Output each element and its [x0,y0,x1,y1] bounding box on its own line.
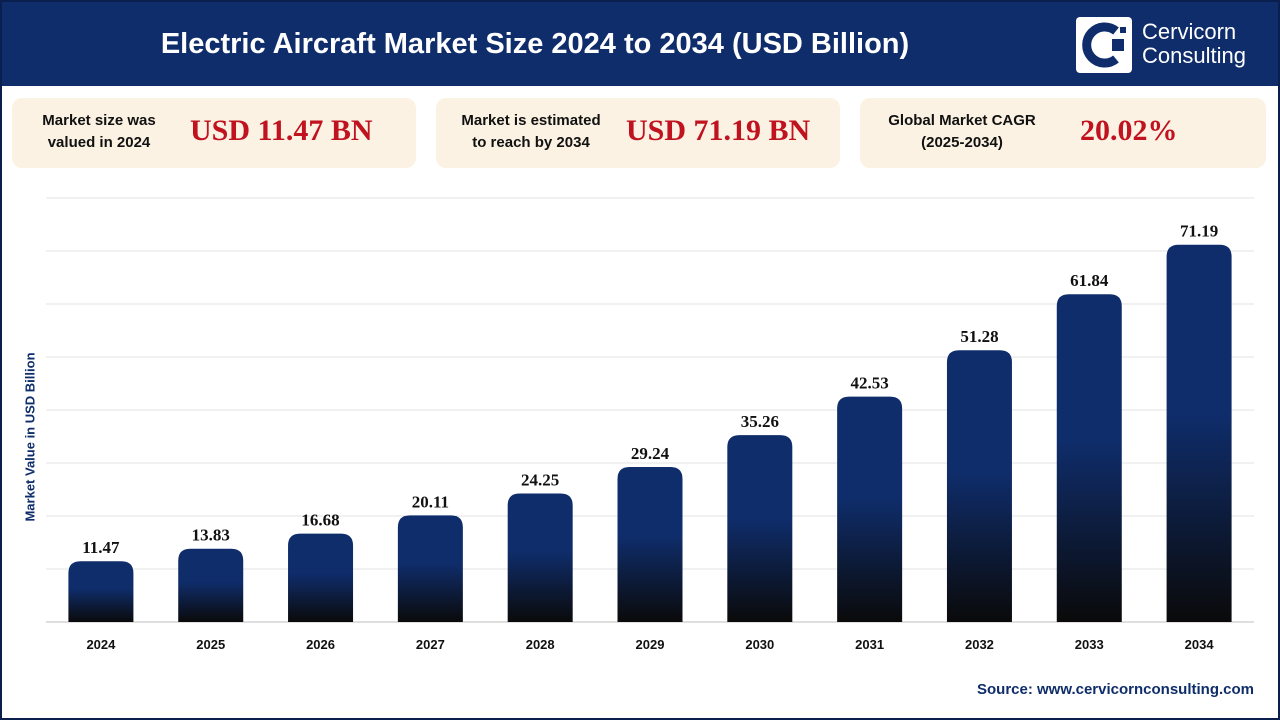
bar-2029 [617,467,683,622]
x-tick-label-2033: 2033 [1075,637,1104,652]
bar-2032 [946,350,1012,622]
bar-2030 [727,435,793,622]
bar-2024 [68,561,134,622]
x-tick-label-2025: 2025 [196,637,225,652]
data-label-2027: 20.11 [412,492,449,511]
x-tick-label-2029: 2029 [636,637,665,652]
source-note: Source: www.cervicornconsulting.com [976,681,1254,698]
x-tick-label-2031: 2031 [855,637,884,652]
bar-2034 [1166,244,1232,622]
x-tick-label-2024: 2024 [86,637,116,652]
data-label-2033: 61.84 [1070,271,1109,290]
x-tick-label-2026: 2026 [306,637,335,652]
stat-card-label-line: Global Market CAGR [888,112,1036,129]
company-logo-icon [1076,17,1132,73]
bar-2031 [837,396,903,622]
data-label-2032: 51.28 [960,327,998,346]
page-title: Electric Aircraft Market Size 2024 to 20… [160,28,910,60]
stat-card-label: Global Market CAGR (2025-2034) [874,110,1050,154]
data-label-2034: 71.19 [1180,222,1218,241]
header-bar: Electric Aircraft Market Size 2024 to 20… [2,2,1278,86]
stat-card-market-size: Market size was valued in 2024 USD 11.47… [12,98,416,168]
bar-2033 [1056,294,1122,622]
company-logo-text: Cervicorn Consulting [1142,20,1246,68]
stat-card-cagr: Global Market CAGR (2025-2034) 20.02% [860,98,1266,168]
stat-card-label-line: Market is estimated [461,112,601,129]
data-label-2029: 29.24 [631,444,670,463]
bar-2025 [178,548,244,622]
stat-card-label-line: to reach by 2034 [472,134,590,151]
stat-card-value: 20.02% [1080,114,1178,147]
data-label-2028: 24.25 [521,470,559,489]
x-tick-label-2030: 2030 [745,637,774,652]
x-tick-label-2027: 2027 [416,637,445,652]
logo-line-1: Cervicorn [1142,19,1237,44]
x-tick-label-2028: 2028 [526,637,555,652]
stat-card-label-line: (2025-2034) [921,134,1003,151]
stat-card-market-estimate: Market is estimated to reach by 2034 USD… [436,98,840,168]
data-label-2025: 13.83 [192,526,230,545]
bar-2026 [288,533,354,622]
stat-card-label-line: Market size was [42,112,156,129]
data-label-2030: 35.26 [741,412,779,431]
y-axis-label: Market Value in USD Billion [22,352,38,522]
x-tick-label-2032: 2032 [965,637,994,652]
bar-2027 [397,515,463,622]
bar-2028 [507,493,573,622]
stat-card-value: USD 11.47 BN [190,114,373,147]
stat-card-label: Market is estimated to reach by 2034 [442,110,620,154]
logo-line-2: Consulting [1142,43,1246,68]
data-label-2026: 16.68 [301,511,339,530]
x-tick-label-2034: 2034 [1185,637,1215,652]
stat-card-label-line: valued in 2024 [47,134,151,151]
stat-card-label: Market size was valued in 2024 [26,110,172,154]
data-label-2024: 11.47 [82,538,120,557]
data-label-2031: 42.53 [851,374,889,393]
stat-card-value: USD 71.19 BN [626,114,811,147]
